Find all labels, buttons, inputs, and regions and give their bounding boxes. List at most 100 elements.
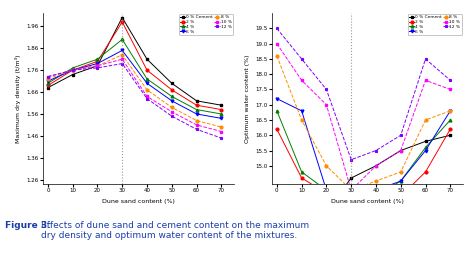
6 %: [446, 109, 452, 112]
10 %: [347, 189, 353, 192]
8 %: [119, 53, 125, 56]
0 % Cement: [218, 104, 224, 107]
4 %: [69, 66, 75, 69]
4 %: [298, 170, 304, 174]
12 %: [397, 134, 403, 137]
10 %: [144, 95, 149, 98]
0 % Cement: [323, 210, 328, 213]
6 %: [422, 149, 427, 152]
2 %: [273, 128, 279, 131]
6 %: [69, 69, 75, 72]
2 %: [372, 201, 378, 204]
4 %: [45, 82, 50, 85]
0 % Cement: [193, 99, 199, 102]
Y-axis label: Optimum water content (%): Optimum water content (%): [244, 54, 249, 143]
8 %: [45, 77, 50, 80]
12 %: [94, 66, 100, 69]
8 %: [218, 125, 224, 129]
12 %: [422, 57, 427, 60]
10 %: [193, 123, 199, 127]
12 %: [347, 158, 353, 161]
10 %: [397, 149, 403, 152]
12 %: [218, 136, 224, 140]
4 %: [347, 253, 353, 256]
0 % Cement: [422, 140, 427, 143]
4 %: [144, 77, 149, 80]
12 %: [69, 69, 75, 72]
8 %: [193, 119, 199, 122]
6 %: [119, 49, 125, 52]
6 %: [298, 109, 304, 112]
2 %: [422, 170, 427, 174]
12 %: [446, 79, 452, 82]
6 %: [169, 99, 174, 102]
2 %: [397, 195, 403, 198]
2 %: [45, 84, 50, 87]
0 % Cement: [94, 64, 100, 67]
6 %: [144, 82, 149, 85]
10 %: [298, 79, 304, 82]
4 %: [323, 189, 328, 192]
12 %: [119, 62, 125, 65]
4 %: [119, 38, 125, 41]
4 %: [397, 179, 403, 183]
12 %: [298, 57, 304, 60]
Line: 8 %: 8 %: [46, 53, 222, 129]
6 %: [347, 201, 353, 204]
12 %: [193, 128, 199, 131]
4 %: [218, 112, 224, 115]
12 %: [144, 97, 149, 100]
12 %: [323, 88, 328, 91]
4 %: [446, 118, 452, 122]
0 % Cement: [69, 73, 75, 76]
0 % Cement: [372, 164, 378, 167]
2 %: [347, 210, 353, 213]
8 %: [169, 106, 174, 109]
0 % Cement: [397, 149, 403, 152]
4 %: [169, 95, 174, 98]
10 %: [323, 103, 328, 106]
10 %: [119, 58, 125, 61]
0 % Cement: [144, 58, 149, 61]
X-axis label: Dune sand content (%): Dune sand content (%): [330, 199, 403, 204]
6 %: [397, 179, 403, 183]
2 %: [193, 104, 199, 107]
Line: 6 %: 6 %: [46, 49, 222, 120]
2 %: [298, 176, 304, 180]
6 %: [372, 189, 378, 192]
8 %: [397, 170, 403, 174]
4 %: [422, 146, 427, 149]
0 % Cement: [169, 82, 174, 85]
8 %: [298, 118, 304, 122]
X-axis label: Dune sand content (%): Dune sand content (%): [102, 199, 174, 204]
10 %: [218, 130, 224, 133]
12 %: [372, 149, 378, 152]
8 %: [323, 164, 328, 167]
12 %: [45, 75, 50, 78]
Line: 10 %: 10 %: [275, 42, 451, 191]
4 %: [372, 195, 378, 198]
Line: 0 % Cement: 0 % Cement: [46, 16, 222, 107]
8 %: [94, 64, 100, 67]
8 %: [273, 54, 279, 58]
Line: 0 % Cement: 0 % Cement: [275, 134, 451, 213]
10 %: [69, 69, 75, 72]
6 %: [193, 112, 199, 115]
Line: 4 %: 4 %: [46, 38, 222, 115]
10 %: [372, 164, 378, 167]
Legend: 0 % Cement, 2 %, 4 %, 6 %, 8 %, 10 %, 12 %: 0 % Cement, 2 %, 4 %, 6 %, 8 %, 10 %, 12…: [407, 14, 461, 35]
8 %: [347, 189, 353, 192]
0 % Cement: [298, 201, 304, 204]
6 %: [45, 79, 50, 83]
2 %: [119, 20, 125, 23]
6 %: [323, 189, 328, 192]
2 %: [323, 192, 328, 195]
6 %: [218, 117, 224, 120]
0 % Cement: [273, 189, 279, 192]
12 %: [273, 27, 279, 30]
2 %: [169, 88, 174, 92]
0 % Cement: [446, 134, 452, 137]
10 %: [446, 88, 452, 91]
Line: 2 %: 2 %: [46, 21, 222, 111]
Line: 6 %: 6 %: [275, 97, 451, 204]
